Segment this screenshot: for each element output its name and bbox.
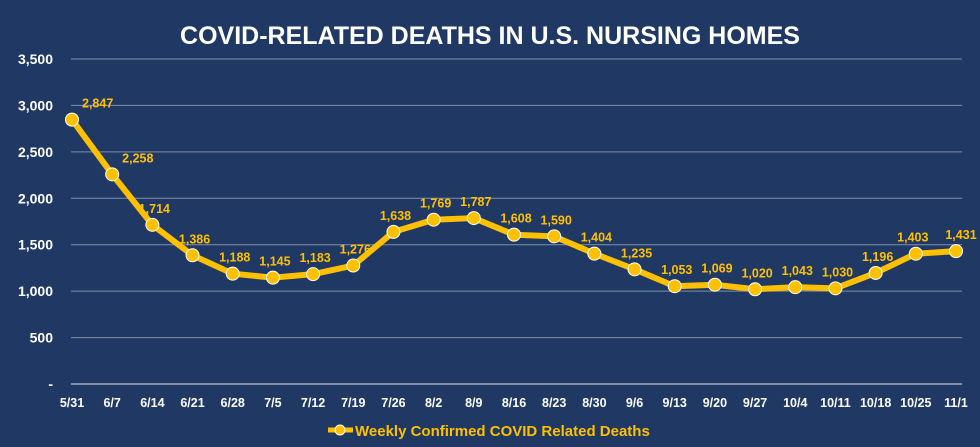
x-tick-label: 10/4: [783, 396, 807, 410]
data-point: [667, 279, 682, 294]
data-point: [466, 211, 481, 226]
x-tick-label: 6/21: [180, 396, 204, 410]
x-tick-label: 10/25: [900, 396, 931, 410]
y-tick-label: 1,500: [18, 237, 53, 253]
data-point: [225, 266, 240, 281]
data-label: 1,053: [661, 263, 692, 277]
data-point: [828, 281, 843, 296]
x-tick-label: 9/20: [703, 396, 727, 410]
data-point: [748, 282, 763, 297]
series-line: [69, 117, 957, 293]
data-point: [145, 217, 160, 232]
data-point: [386, 224, 401, 239]
data-label: 1,030: [822, 265, 853, 279]
data-point: [426, 212, 441, 227]
data-label: 1,403: [897, 231, 928, 245]
y-tick-label: 1,000: [18, 283, 53, 299]
x-tick-label: 7/19: [341, 396, 365, 410]
data-point: [65, 112, 79, 127]
x-tick-label: 8/2: [425, 396, 442, 410]
x-tick-label: 10/11: [820, 396, 851, 410]
x-tick-label: 7/12: [301, 396, 325, 410]
y-tick-label: -: [48, 376, 53, 392]
data-label: 1,638: [380, 209, 411, 223]
legend-label: Weekly Confirmed COVID Related Deaths: [355, 423, 650, 440]
x-tick-label: 10/18: [860, 396, 891, 410]
data-point: [547, 229, 562, 244]
data-point: [868, 265, 883, 280]
data-point: [306, 267, 321, 282]
x-tick-label: 9/27: [743, 396, 767, 410]
y-tick-label: 3,500: [18, 51, 53, 67]
data-label: 1,069: [701, 262, 732, 276]
data-point: [265, 270, 280, 285]
x-tick-label: 8/9: [465, 396, 482, 410]
data-label: 1,276: [340, 243, 371, 257]
x-tick-label: 8/16: [502, 396, 526, 410]
x-tick-label: 6/14: [140, 396, 164, 410]
data-point: [185, 248, 200, 263]
x-tick-label: 7/5: [264, 396, 281, 410]
data-label: 1,386: [179, 232, 210, 246]
x-tick-label: 11/1: [944, 396, 968, 410]
x-tick-label: 9/13: [663, 396, 687, 410]
data-label: 1,235: [621, 246, 652, 260]
x-tick-label: 8/23: [542, 396, 566, 410]
x-tick-label: 6/28: [221, 396, 245, 410]
data-label: 1,608: [500, 212, 531, 226]
legend-marker-icon: [334, 424, 346, 436]
x-tick-label: 9/6: [626, 396, 643, 410]
data-point: [788, 280, 803, 295]
x-tick-label: 6/7: [103, 396, 120, 410]
data-label: 2,258: [122, 151, 153, 165]
legend: Weekly Confirmed COVID Related Deaths: [328, 423, 650, 440]
y-tick-label: 2,500: [18, 144, 53, 160]
data-point: [346, 258, 361, 273]
data-point: [105, 167, 120, 182]
data-label: 2,847: [82, 97, 113, 111]
data-point: [507, 227, 521, 242]
x-tick-label: 8/30: [582, 396, 606, 410]
data-label: 1,404: [581, 231, 612, 245]
data-point: [587, 246, 602, 261]
y-tick-label: 500: [30, 330, 54, 346]
data-label: 1,183: [299, 251, 330, 265]
data-label: 1,769: [420, 197, 451, 211]
data-point: [908, 246, 923, 261]
data-label: 1,043: [782, 264, 813, 278]
data-label: 1,188: [219, 251, 250, 265]
x-tick-label: 7/26: [381, 396, 405, 410]
data-label: 1,431: [945, 228, 976, 242]
data-label: 1,590: [541, 213, 572, 227]
data-label: 1,196: [862, 250, 893, 264]
data-point: [949, 244, 963, 259]
data-label: 1,145: [259, 255, 290, 269]
x-tick-label: 5/31: [60, 396, 84, 410]
data-label: 1,787: [460, 195, 491, 209]
data-label: 1,714: [139, 202, 170, 216]
data-point: [627, 262, 642, 277]
data-label: 1,020: [741, 266, 772, 280]
y-tick-label: 2,000: [18, 190, 53, 206]
chart-title: COVID-RELATED DEATHS IN U.S. NURSING HOM…: [180, 22, 800, 50]
data-point: [707, 277, 722, 292]
y-tick-label: 3,000: [18, 97, 53, 113]
